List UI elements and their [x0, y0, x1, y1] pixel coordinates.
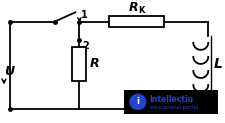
Bar — [124, 90, 218, 114]
Text: Intellectiu: Intellectiu — [150, 95, 194, 104]
Text: K: K — [138, 6, 144, 15]
Circle shape — [130, 94, 146, 109]
Text: 1: 1 — [81, 10, 88, 20]
Text: i: i — [136, 97, 139, 106]
Text: educational portal: educational portal — [150, 105, 198, 110]
Text: R: R — [89, 57, 99, 70]
Bar — [72, 47, 86, 81]
Text: R: R — [128, 1, 138, 14]
Text: U: U — [4, 65, 14, 78]
Bar — [109, 16, 164, 27]
Text: 2: 2 — [82, 41, 89, 51]
Text: L: L — [214, 57, 223, 71]
